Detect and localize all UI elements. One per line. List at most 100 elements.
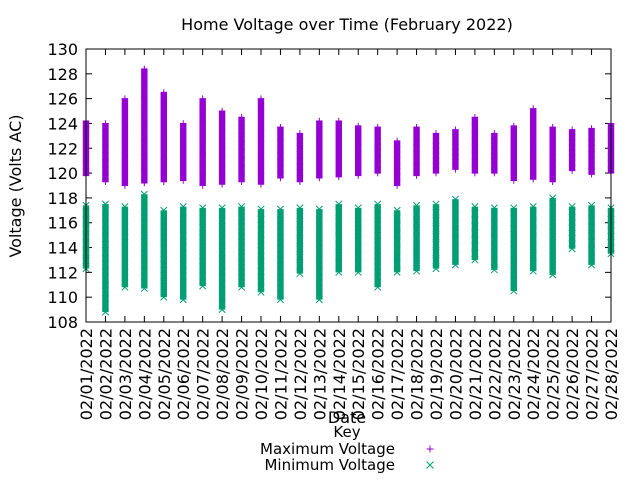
data-point [102, 163, 109, 171]
x-tick-label: 02/14/2022 [330, 328, 349, 420]
y-tick-label: 118 [47, 189, 78, 208]
data-point [101, 200, 109, 208]
data-point [121, 149, 129, 157]
data-point [549, 144, 556, 151]
plot-marks [82, 65, 615, 316]
data-point [199, 95, 206, 102]
data-point [471, 155, 479, 163]
data-point [180, 148, 187, 156]
data-point [238, 263, 246, 271]
data-point [588, 239, 596, 247]
data-point [199, 182, 206, 189]
data-point [588, 153, 595, 161]
data-point [549, 178, 556, 185]
data-point [218, 255, 226, 263]
data-point [374, 242, 382, 250]
data-point [393, 268, 401, 276]
data-point [121, 233, 129, 241]
data-point [355, 153, 362, 161]
data-point [549, 271, 557, 279]
x-tick-label: 02/26/2022 [563, 328, 582, 420]
data-point [180, 134, 187, 141]
series-maximum-voltage [82, 65, 615, 189]
data-point [179, 214, 187, 222]
day-cluster [257, 95, 265, 188]
data-point [101, 281, 109, 289]
data-point [140, 273, 148, 281]
x-tick-label: 02/23/2022 [505, 328, 524, 420]
data-point [296, 253, 304, 261]
data-point [199, 214, 207, 222]
data-point [315, 216, 323, 224]
data-point [529, 243, 537, 251]
data-point [335, 124, 342, 132]
data-point [568, 218, 576, 226]
data-point [374, 135, 381, 142]
data-point [296, 154, 304, 161]
data-point [471, 203, 479, 211]
data-point [102, 134, 109, 142]
data-point [257, 226, 265, 234]
data-point [549, 158, 556, 165]
day-cluster [218, 204, 226, 314]
data-point [180, 141, 187, 149]
data-point [549, 203, 557, 212]
data-point [277, 155, 284, 163]
data-point [141, 79, 148, 87]
data-point [179, 226, 187, 234]
data-point [549, 164, 556, 172]
data-point [160, 133, 167, 141]
data-point [588, 201, 596, 209]
data-point [121, 213, 129, 221]
plot-frame [85, 48, 612, 323]
day-cluster [549, 123, 556, 185]
data-point [257, 205, 265, 213]
data-point [549, 194, 557, 202]
data-point [218, 293, 226, 301]
data-point [218, 162, 226, 170]
data-point [393, 171, 401, 178]
x-tick-label: 02/10/2022 [252, 328, 271, 420]
data-point [451, 253, 459, 261]
data-point [257, 236, 265, 244]
data-point [141, 179, 148, 187]
day-cluster [354, 204, 362, 276]
data-point [315, 205, 323, 213]
day-cluster [335, 117, 342, 181]
data-point [432, 248, 440, 257]
data-point [315, 273, 323, 281]
y-tick-label: 124 [47, 114, 78, 133]
data-point [277, 143, 284, 150]
data-point [549, 232, 557, 240]
data-point [549, 171, 556, 179]
data-point [374, 123, 381, 131]
data-point [374, 231, 382, 239]
x-tick-label: 02/03/2022 [116, 328, 135, 420]
data-point [354, 252, 362, 260]
data-point [588, 231, 596, 239]
data-point [413, 148, 420, 155]
data-point [432, 224, 440, 232]
data-point [238, 146, 245, 153]
y-tick-label: 108 [47, 313, 78, 332]
data-point [238, 213, 246, 221]
data-point [432, 200, 440, 208]
y-tick-label: 110 [47, 288, 78, 307]
data-point [160, 261, 168, 269]
data-point [160, 293, 168, 301]
data-point [238, 253, 246, 261]
data-point [549, 261, 557, 269]
data-point [355, 166, 362, 173]
data-point [101, 268, 109, 276]
x-axis-label: Date [328, 408, 366, 427]
data-point [141, 151, 148, 158]
data-point [393, 148, 401, 156]
data-point [121, 117, 129, 124]
data-point [374, 283, 382, 291]
data-point [277, 149, 284, 156]
data-point [102, 178, 109, 185]
data-point [238, 203, 246, 211]
data-point [413, 172, 420, 179]
data-point [588, 246, 596, 254]
x-tick-label: 02/27/2022 [583, 328, 602, 420]
